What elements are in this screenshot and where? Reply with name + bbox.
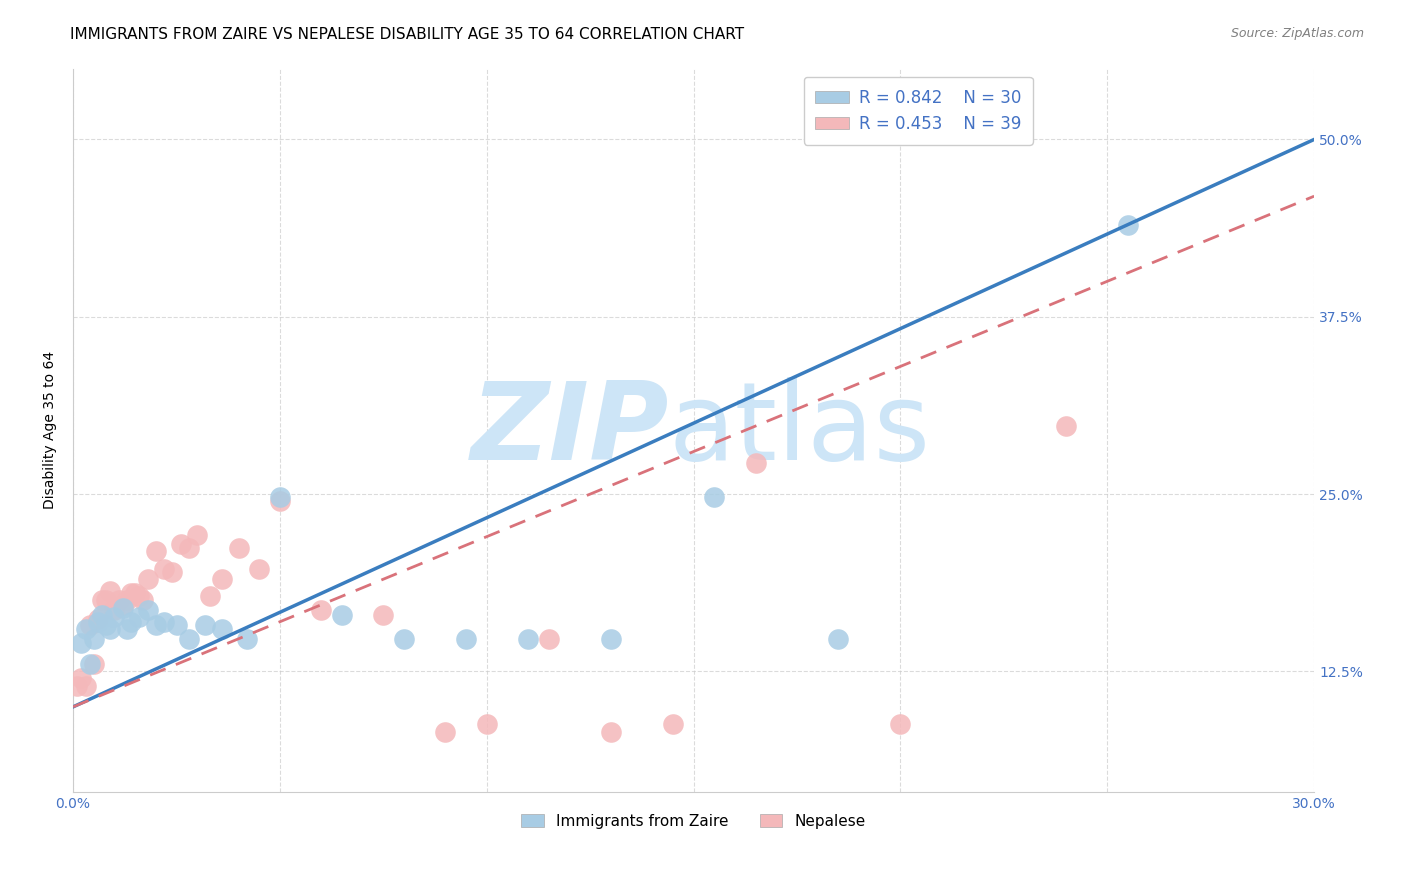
Point bbox=[96, 593, 118, 607]
Point bbox=[83, 632, 105, 646]
Y-axis label: Disability Age 35 to 64: Disability Age 35 to 64 bbox=[44, 351, 58, 509]
Point bbox=[79, 617, 101, 632]
Text: atlas: atlas bbox=[669, 377, 931, 483]
Point bbox=[132, 593, 155, 607]
Point bbox=[392, 632, 415, 646]
Point bbox=[124, 586, 146, 600]
Point bbox=[120, 615, 142, 629]
Point bbox=[269, 494, 291, 508]
Point bbox=[111, 598, 134, 612]
Point bbox=[247, 562, 270, 576]
Point bbox=[599, 632, 621, 646]
Point bbox=[128, 610, 150, 624]
Point bbox=[79, 657, 101, 672]
Point bbox=[434, 725, 457, 739]
Point bbox=[145, 617, 167, 632]
Text: ZIP: ZIP bbox=[471, 377, 669, 483]
Point bbox=[517, 632, 540, 646]
Point bbox=[83, 657, 105, 672]
Point bbox=[1116, 218, 1139, 232]
Point bbox=[269, 490, 291, 504]
Point bbox=[311, 603, 333, 617]
Point bbox=[75, 622, 97, 636]
Point bbox=[96, 617, 118, 632]
Point bbox=[211, 572, 233, 586]
Point bbox=[70, 636, 93, 650]
Point bbox=[115, 593, 138, 607]
Point bbox=[177, 541, 200, 555]
Point bbox=[66, 679, 89, 693]
Point bbox=[91, 593, 114, 607]
Point bbox=[703, 490, 725, 504]
Point bbox=[599, 725, 621, 739]
Point bbox=[177, 632, 200, 646]
Point bbox=[1054, 419, 1077, 434]
Point bbox=[107, 593, 129, 607]
Point bbox=[75, 679, 97, 693]
Point bbox=[475, 717, 498, 731]
Point bbox=[98, 622, 121, 636]
Point bbox=[128, 589, 150, 603]
Text: Source: ZipAtlas.com: Source: ZipAtlas.com bbox=[1230, 27, 1364, 40]
Text: IMMIGRANTS FROM ZAIRE VS NEPALESE DISABILITY AGE 35 TO 64 CORRELATION CHART: IMMIGRANTS FROM ZAIRE VS NEPALESE DISABI… bbox=[70, 27, 744, 42]
Point bbox=[373, 607, 395, 622]
Point bbox=[236, 632, 259, 646]
Point bbox=[70, 672, 93, 686]
Point bbox=[145, 544, 167, 558]
Point bbox=[162, 565, 184, 579]
Point bbox=[166, 617, 188, 632]
Point bbox=[537, 632, 560, 646]
Point bbox=[115, 622, 138, 636]
Point bbox=[87, 612, 110, 626]
Point bbox=[103, 603, 125, 617]
Point bbox=[98, 583, 121, 598]
Point bbox=[827, 632, 849, 646]
Point bbox=[91, 607, 114, 622]
Point bbox=[136, 603, 159, 617]
Point bbox=[744, 456, 766, 470]
Point bbox=[330, 607, 353, 622]
Point bbox=[228, 541, 250, 555]
Point bbox=[456, 632, 478, 646]
Point bbox=[211, 622, 233, 636]
Point bbox=[186, 528, 208, 542]
Point bbox=[111, 600, 134, 615]
Point bbox=[153, 615, 176, 629]
Legend: Immigrants from Zaire, Nepalese: Immigrants from Zaire, Nepalese bbox=[515, 808, 872, 835]
Point bbox=[198, 589, 221, 603]
Point bbox=[136, 572, 159, 586]
Point bbox=[120, 586, 142, 600]
Point bbox=[662, 717, 685, 731]
Point bbox=[87, 615, 110, 629]
Point bbox=[889, 717, 911, 731]
Point bbox=[153, 562, 176, 576]
Point bbox=[169, 537, 191, 551]
Point bbox=[103, 610, 125, 624]
Point bbox=[194, 617, 217, 632]
